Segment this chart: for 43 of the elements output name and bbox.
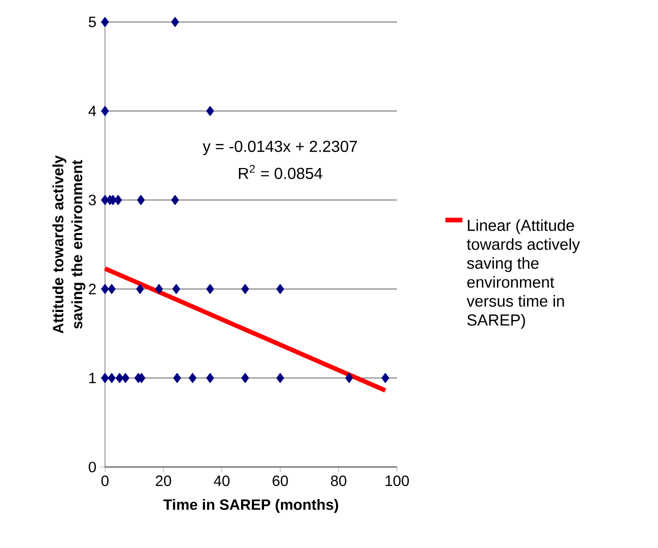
x-axis-title: Time in SAREP (months) — [163, 498, 338, 513]
point — [188, 372, 197, 384]
point — [155, 284, 163, 294]
point — [276, 372, 284, 384]
point — [381, 372, 390, 384]
point — [101, 372, 109, 384]
point — [206, 284, 214, 294]
point — [276, 284, 284, 294]
x-tick-label: 0 — [101, 476, 109, 486]
x-tick-label: 80 — [330, 476, 346, 486]
point — [173, 372, 182, 384]
point — [108, 372, 116, 384]
point — [101, 16, 109, 28]
y-tick-label: 5 — [88, 16, 96, 28]
point — [114, 194, 122, 206]
y-tick-label: 1 — [89, 372, 96, 384]
point — [241, 284, 250, 294]
x-tick-label: 20 — [156, 476, 172, 486]
y-tick-label: 2 — [88, 284, 96, 294]
point — [172, 284, 180, 294]
x-tick-label: 100 — [386, 476, 409, 486]
y-tick-label: 4 — [88, 106, 96, 116]
point — [108, 284, 116, 294]
point — [241, 372, 250, 384]
point — [345, 372, 354, 384]
annotation: y = -0.0143x + 2.2307 — [202, 140, 357, 156]
point — [101, 284, 109, 294]
point — [206, 106, 214, 116]
point — [206, 372, 214, 384]
y-tick-label: 0 — [88, 462, 96, 472]
y-tick-label: 3 — [88, 194, 96, 206]
point — [121, 372, 130, 384]
x-tick-label: 40 — [214, 476, 230, 486]
point — [171, 16, 180, 28]
annotation: R$^{2}$ = 0.0854 — [238, 164, 322, 180]
point — [136, 284, 144, 294]
y-axis-title: Attitude towards actively saving the environment — [52, 155, 86, 334]
x-tick-label: 60 — [272, 476, 288, 486]
point — [101, 106, 109, 116]
point — [116, 372, 124, 384]
legend-label: Linear (Attitude towards actively saving the environment versus time in SAREP) — [466, 219, 580, 329]
point — [136, 194, 145, 206]
point — [171, 194, 180, 206]
